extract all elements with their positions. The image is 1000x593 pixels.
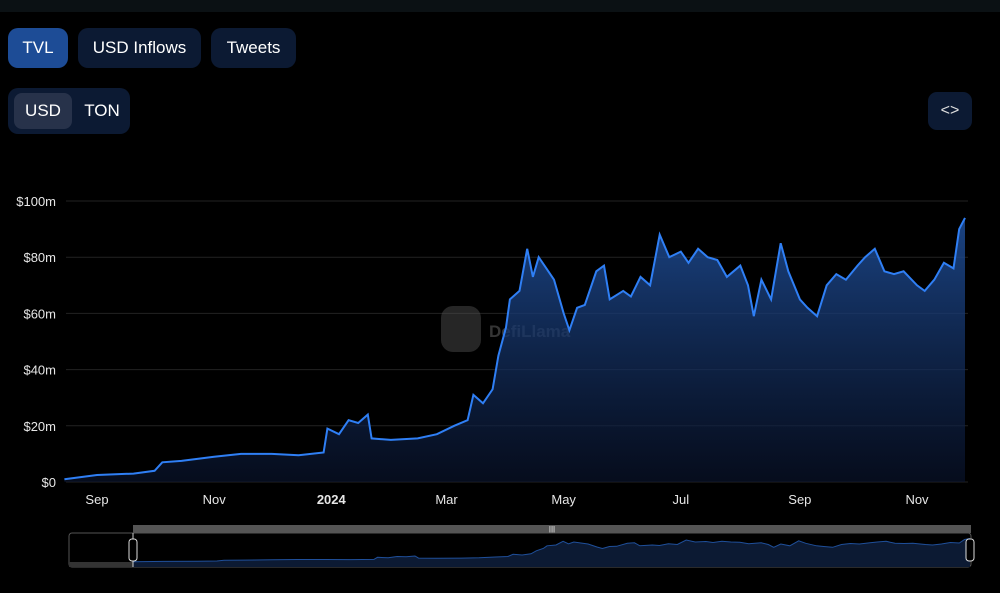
range-slider[interactable]: ||| — [68, 525, 975, 568]
tab-usd-inflows[interactable]: USD Inflows — [78, 28, 201, 68]
code-brackets-icon: <> — [940, 102, 960, 119]
x-tick-label: Sep — [788, 492, 811, 507]
y-tick-label: $40m — [23, 363, 56, 378]
tvl-area — [64, 217, 966, 482]
svg-text:|||: ||| — [549, 525, 555, 534]
currency-toggle: USD TON — [8, 88, 130, 134]
slider-bar[interactable] — [133, 525, 971, 533]
y-tick-label: $80m — [23, 250, 56, 265]
y-tick-label: $0 — [42, 475, 56, 490]
y-tick-label: $60m — [23, 306, 56, 321]
x-tick-label: May — [551, 492, 576, 507]
x-tick-label: Jul — [672, 492, 689, 507]
x-tick-label: Mar — [435, 492, 458, 507]
x-tick-label: 2024 — [317, 492, 347, 507]
tab-tvl[interactable]: TVL — [8, 28, 68, 68]
x-tick-label: Nov — [905, 492, 929, 507]
mini-area — [133, 538, 970, 567]
y-tick-label: $20m — [23, 419, 56, 434]
x-tick-label: Nov — [203, 492, 227, 507]
currency-usd[interactable]: USD — [14, 93, 72, 129]
y-tick-label: $100m — [16, 194, 56, 209]
top-bar — [0, 0, 1000, 12]
slider-handle-right[interactable] — [965, 538, 975, 562]
embed-button[interactable]: <> — [928, 92, 972, 130]
currency-ton[interactable]: TON — [84, 101, 120, 120]
tvl-line — [64, 217, 966, 481]
tab-tweets[interactable]: Tweets — [211, 28, 296, 68]
mini-line — [132, 538, 971, 563]
slider-handle-left[interactable] — [128, 538, 138, 562]
x-tick-label: Sep — [85, 492, 108, 507]
